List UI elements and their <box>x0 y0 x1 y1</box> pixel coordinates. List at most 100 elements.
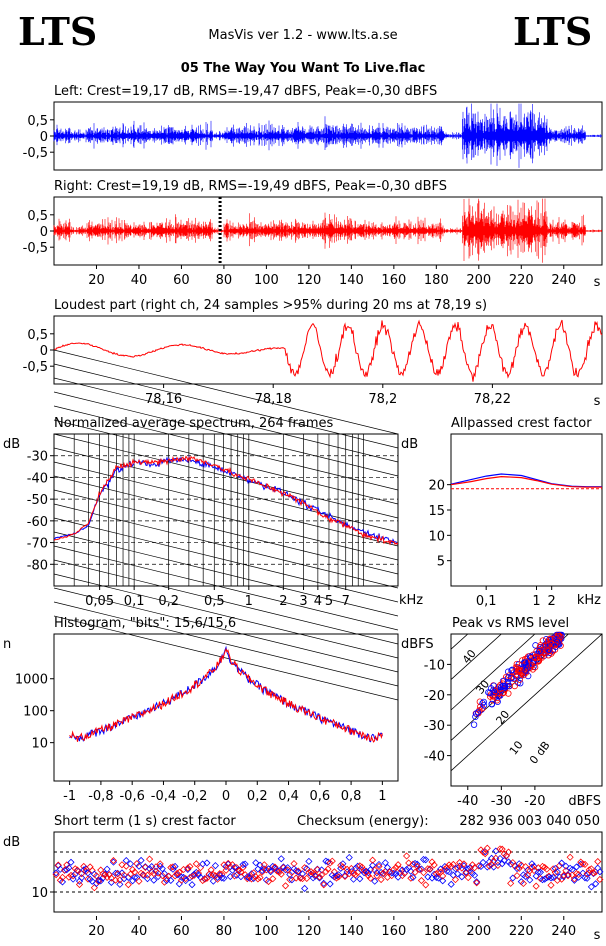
shortcrest-point <box>575 873 583 881</box>
spectrum-slope-8 <box>53 461 399 547</box>
peakrms-point <box>529 660 537 667</box>
shortcrest-point <box>434 868 443 876</box>
crest-series-left <box>450 473 602 488</box>
histogram-xtick-1: -0,8 <box>88 789 113 804</box>
shortcrest-point <box>530 862 538 870</box>
shortcrest-point <box>294 868 302 876</box>
shortcrest-point <box>137 856 145 864</box>
shortcrest-point <box>322 868 330 876</box>
shortcrest-point <box>281 866 290 874</box>
time-xtick-1: 40 <box>131 273 148 288</box>
spectrum-slope-2 <box>53 377 399 463</box>
shortcrest-point <box>509 874 517 882</box>
crest-ytick-2: 10 <box>428 529 445 544</box>
peakrms-point <box>524 653 532 660</box>
shortcrest-point <box>203 859 211 867</box>
shortcrest-point <box>536 874 544 883</box>
shortcrest-point <box>454 870 462 878</box>
shortcrest-point <box>458 873 466 881</box>
peakrms-title: Peak vs RMS level <box>452 616 569 631</box>
peakrms-point <box>531 654 539 662</box>
spectrum-slope-16 <box>53 573 399 659</box>
peakrms-diag-2 <box>450 633 536 711</box>
shortcrest-point <box>524 866 532 874</box>
time-xtick-11: 240 <box>551 273 576 288</box>
shortcrest-point <box>78 874 86 882</box>
shortcrest-point <box>228 866 236 874</box>
shortcrest-point <box>126 860 135 868</box>
right-waveform-title: Right: Crest=19,19 dB, RMS=-19,49 dBFS, … <box>54 179 447 194</box>
shortcrest-point <box>277 855 285 863</box>
spectrum-xtick-7: 4 <box>314 594 322 609</box>
shortcrest-point <box>131 868 139 876</box>
shortcrest-point <box>97 866 105 874</box>
shortcrest-point <box>163 874 171 883</box>
shortcrest-point <box>173 871 181 879</box>
shortcrest-point <box>320 881 328 889</box>
loudest-xunit: s <box>594 394 601 409</box>
shortcrest-point <box>69 875 77 883</box>
peakrms-point <box>501 682 509 690</box>
crest-xunit: kHz <box>577 593 601 608</box>
peakrms-point <box>522 667 529 674</box>
shortcrest-point <box>139 870 147 879</box>
histogram-xtick-3: -0,4 <box>151 789 176 804</box>
peakrms-point <box>532 642 539 649</box>
crest-ylabel: dB <box>401 437 418 452</box>
shortcrest-point <box>547 874 555 882</box>
spectrum-slope-18 <box>53 601 399 687</box>
shortcrest-point <box>298 870 307 878</box>
crest-ytick-3: 5 <box>437 555 445 570</box>
spectrum-slope-11 <box>53 503 399 589</box>
peakrms-point <box>539 637 547 644</box>
shortcrest-point <box>579 860 587 868</box>
peakrms-point <box>505 672 513 679</box>
shortcrest-point <box>158 872 166 880</box>
shortcrest-point <box>439 877 447 885</box>
time-xtick-5: 120 <box>296 273 321 288</box>
peakrms-diag-label-4: 0 dB <box>527 739 553 767</box>
shortcrest-point <box>526 876 534 884</box>
crest-series-right <box>450 475 602 488</box>
shortcrest-point <box>549 873 557 882</box>
shortcrest-point <box>160 870 169 878</box>
shortcrest-point <box>594 858 602 866</box>
shortcrest-point <box>596 868 604 876</box>
shortcrest-point <box>264 877 273 886</box>
shortcrest-point <box>543 874 551 882</box>
shortcrest-point <box>373 872 381 880</box>
shortcrest-point <box>485 862 493 870</box>
shortcrest-point <box>250 874 258 882</box>
shortcrest-point <box>269 875 277 883</box>
shortcrest-point <box>589 869 598 878</box>
shortcrest-point <box>358 863 366 871</box>
left-waveform-ytick-2: -0,5 <box>23 146 48 161</box>
shortcrest-point <box>596 875 604 884</box>
shortcrest-point <box>496 854 504 863</box>
shortcrest-point <box>483 863 491 871</box>
shortcrest-point <box>464 874 472 882</box>
shortcrest-point <box>135 862 143 870</box>
spectrum-slope-15 <box>53 559 399 645</box>
shortcrest-point <box>587 883 595 891</box>
shortcrest-point <box>451 876 460 884</box>
shortcrest-point <box>95 877 103 886</box>
loudest-signal <box>53 319 603 382</box>
peakrms-point <box>543 642 550 649</box>
shortcrest-point <box>135 877 143 885</box>
loudest-frame <box>53 315 603 385</box>
shortcrest-xtick-6: 140 <box>339 924 364 939</box>
shortcrest-point <box>585 866 593 874</box>
shortcrest-title: Short term (1 s) crest factor <box>54 814 236 829</box>
peakrms-point <box>473 710 480 717</box>
peakrms-point <box>527 654 534 661</box>
shortcrest-xtick-1: 40 <box>131 924 148 939</box>
shortcrest-point <box>284 866 292 874</box>
shortcrest-point <box>56 865 64 873</box>
spectrum-xtick-3: 0,5 <box>204 594 225 609</box>
spectrum-slope-7 <box>53 447 399 533</box>
shortcrest-point <box>417 876 426 885</box>
shortcrest-point <box>364 869 372 877</box>
shortcrest-point <box>146 855 154 863</box>
shortcrest-point <box>120 871 128 879</box>
